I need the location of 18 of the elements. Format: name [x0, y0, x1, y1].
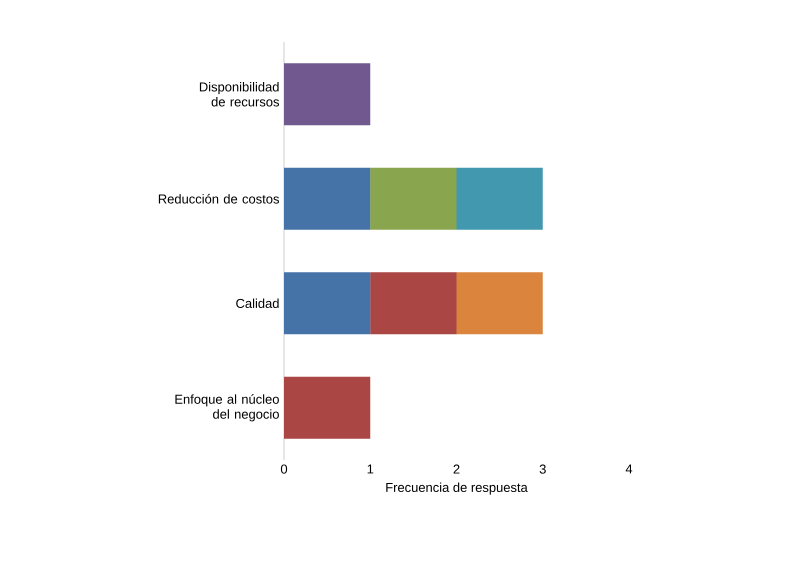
x-tick-label: 2 — [454, 464, 460, 474]
x-tick-label: 3 — [540, 464, 546, 474]
bar — [284, 63, 370, 126]
bar — [284, 376, 370, 439]
y-tick-label: Calidad — [236, 298, 279, 308]
bar — [284, 272, 370, 334]
bar — [370, 272, 456, 334]
x-axis-title: Frecuencia de respuesta — [386, 482, 528, 495]
x-tick-label: 0 — [280, 464, 288, 474]
y-tick-label: Disponibilidad de recursos — [200, 82, 280, 106]
y-tick-label: Enfoque al núcleo del negocio — [175, 394, 279, 422]
y-tick-label: Reducción de costos — [158, 194, 279, 204]
bar — [284, 168, 370, 230]
bar — [456, 272, 543, 334]
bar — [370, 168, 456, 230]
x-tick-label: 4 — [626, 464, 632, 474]
bar — [456, 168, 543, 230]
x-tick-label: 1 — [368, 464, 374, 474]
